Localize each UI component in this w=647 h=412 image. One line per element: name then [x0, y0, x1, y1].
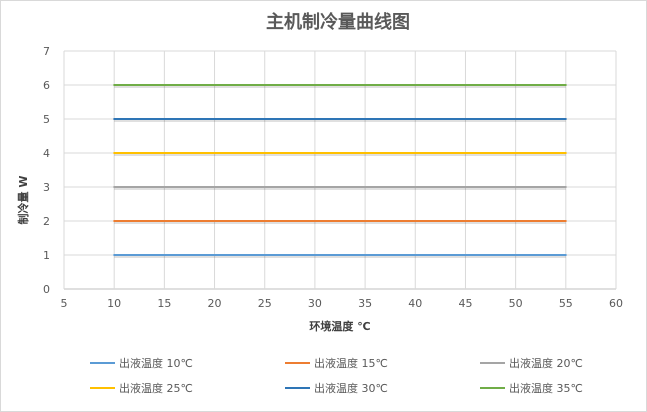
x-tick-label: 30 [308, 297, 322, 310]
chart-title: 主机制冷量曲线图 [266, 11, 410, 33]
legend-label: 出液温度 35℃ [509, 381, 583, 395]
x-tick-label: 45 [458, 297, 472, 310]
y-tick-label: 1 [43, 249, 50, 262]
legend: 出液温度 10℃ 出液温度 15℃ 出液温度 20℃ 出液温度 25℃ 出液温度 30℃… [90, 356, 583, 395]
x-tick-label: 60 [609, 297, 623, 310]
y-tick-label: 6 [43, 79, 50, 92]
y-tick-label: 4 [43, 147, 50, 160]
y-tick-label: 0 [43, 283, 50, 296]
y-axis-title: 制冷量 W [16, 176, 30, 225]
legend-label: 出液温度 15℃ [314, 356, 388, 370]
x-tick-label: 55 [559, 297, 573, 310]
legend-label: 出液温度 25℃ [119, 381, 193, 395]
y-tick-label: 7 [43, 45, 50, 58]
y-tick-labels: 0 1 2 3 4 5 6 7 [43, 45, 50, 296]
legend-label: 出液温度 10℃ [119, 356, 193, 370]
x-tick-label: 20 [208, 297, 222, 310]
x-tick-label: 5 [61, 297, 68, 310]
y-tick-label: 5 [43, 113, 50, 126]
x-tick-label: 35 [358, 297, 372, 310]
legend-label: 出液温度 20℃ [509, 356, 583, 370]
x-tick-label: 25 [258, 297, 272, 310]
x-tick-label: 40 [408, 297, 422, 310]
y-tick-label: 3 [43, 181, 50, 194]
x-tick-label: 50 [509, 297, 523, 310]
x-axis-title: 环境温度 ℃ [309, 319, 370, 333]
y-tick-label: 2 [43, 215, 50, 228]
x-tick-labels: 5 10 15 20 25 30 35 40 45 50 55 60 [61, 297, 624, 310]
legend-label: 出液温度 30℃ [314, 381, 388, 395]
x-tick-label: 15 [157, 297, 171, 310]
x-tick-label: 10 [107, 297, 121, 310]
series-lines [113, 84, 567, 258]
